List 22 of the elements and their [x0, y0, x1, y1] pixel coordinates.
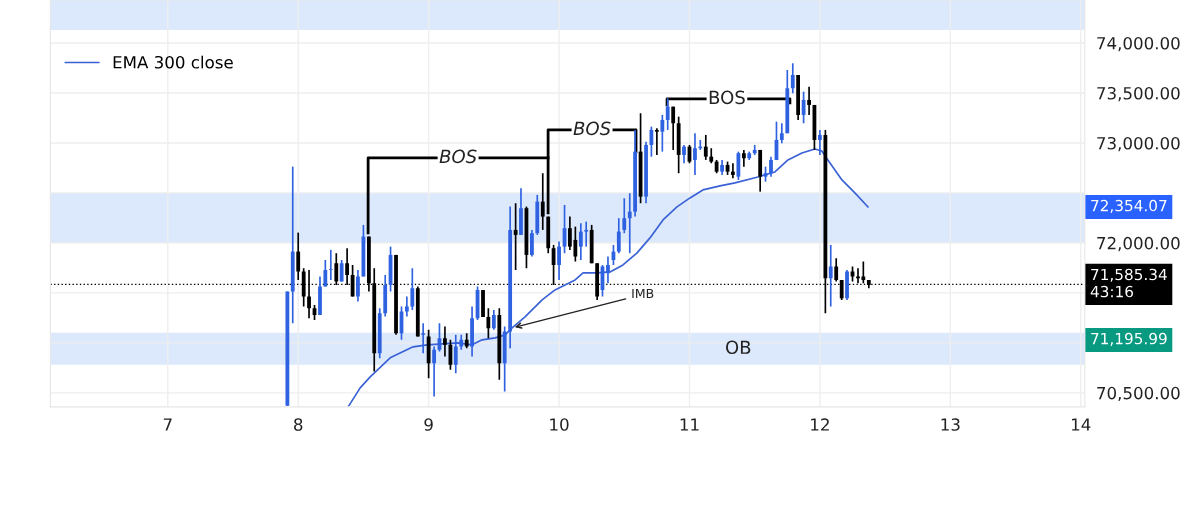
legend-label: EMA 300 close: [113, 55, 233, 69]
y-tick-label: 70,500.00: [1097, 386, 1180, 402]
text: 72,354.07: [1091, 199, 1167, 213]
text: 71,195.99: [1091, 332, 1167, 346]
x-tick-label: 8: [294, 418, 303, 431]
annotation: IMB: [632, 288, 654, 298]
annotation: BOS: [709, 90, 745, 105]
x-tick-label: 12: [811, 418, 829, 431]
x-tick-label: 7: [163, 418, 172, 431]
x-tick-label: 9: [424, 418, 433, 431]
y-tick-label: 74,000.00: [1097, 36, 1180, 52]
annotation: BOS: [573, 121, 611, 136]
ref-line-label: 71,585.34 43:16: [1090, 268, 1167, 298]
y-tick-label: 73,000.00: [1097, 136, 1180, 152]
annotation: BOS: [439, 149, 477, 164]
x-tick-label: 11: [680, 418, 699, 431]
x-tick-label: 13: [941, 418, 960, 431]
x-tick-label: 14: [1071, 418, 1091, 431]
x-tick-label: 10: [550, 418, 569, 431]
y-tick-label: 72,000.00: [1097, 236, 1180, 252]
band-label: OB: [725, 340, 751, 355]
y-tick-label: 73,500.00: [1097, 86, 1180, 102]
